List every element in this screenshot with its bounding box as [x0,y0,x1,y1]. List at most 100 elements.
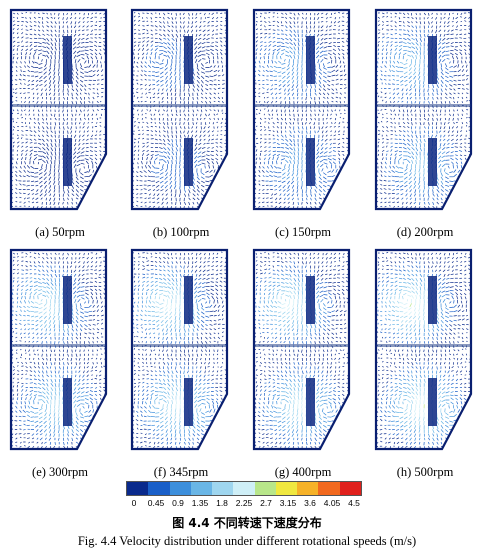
velocity-vector [70,29,73,33]
velocity-vector [296,88,299,93]
velocity-vector [213,88,217,90]
velocity-vector [221,56,223,60]
velocity-vector [272,36,276,39]
velocity-vector [384,65,387,68]
velocity-vector [167,54,170,59]
velocity-vector [133,141,136,144]
velocity-vector [461,101,464,104]
velocity-vector [66,12,68,16]
velocity-vector [281,147,285,149]
velocity-vector [77,21,81,24]
velocity-vector [63,189,65,194]
velocity-vector [423,201,426,205]
velocity-vector [415,17,418,20]
velocity-vector [49,328,52,332]
velocity-vector [175,155,178,160]
velocity-vector [329,117,332,120]
velocity-vector [16,301,19,304]
velocity-vector [23,197,26,200]
velocity-vector [325,142,328,145]
velocity-vector [90,288,94,292]
velocity-vector [44,336,47,340]
velocity-vector [137,145,140,148]
velocity-vector [133,32,137,35]
velocity-vector [439,38,442,42]
velocity-vector [192,185,196,189]
velocity-vector [100,340,103,343]
velocity-vector [78,252,81,255]
velocity-vector [379,192,383,194]
velocity-vector [163,130,166,133]
velocity-vector [268,28,271,31]
velocity-vector [81,273,85,277]
velocity-vector [165,84,168,87]
velocity-vector [80,176,84,180]
velocity-vector [191,21,194,25]
velocity-vector [319,42,324,45]
velocity-vector [137,44,140,47]
velocity-vector [205,197,208,200]
velocity-vector [459,29,463,31]
velocity-vector [320,21,324,23]
velocity-vector [92,70,96,73]
velocity-vector [22,78,26,81]
velocity-vector [144,74,147,77]
velocity-vector [318,96,321,100]
velocity-vector [132,116,135,119]
velocity-vector [136,65,139,68]
velocity-vector [192,201,195,205]
velocity-vector [84,60,87,64]
velocity-vector [414,92,417,97]
velocity-vector [25,41,29,43]
velocity-vector [444,84,448,88]
velocity-vector [23,169,26,173]
velocity-vector [154,130,158,133]
velocity-vector [318,29,320,33]
velocity-vector [411,147,415,151]
velocity-vector [413,75,417,80]
velocity-vector [78,25,81,28]
velocity-vector [291,197,295,201]
velocity-vector [407,25,411,27]
velocity-vector [46,155,49,160]
velocity-vector [146,43,149,47]
velocity-vector [99,265,102,267]
velocity-vector [21,296,23,300]
velocity-vector [75,176,79,181]
velocity-vector [258,169,261,173]
velocity-vector [137,149,140,152]
impeller-block [63,36,72,84]
velocity-vector [323,67,327,70]
velocity-vector [317,138,320,143]
velocity-vector [156,79,160,83]
velocity-vector [272,142,276,144]
velocity-vector [42,42,47,44]
velocity-vector [154,157,158,161]
velocity-vector [408,180,412,185]
velocity-vector [62,33,64,38]
velocity-vector [98,276,102,279]
velocity-vector [380,201,383,204]
velocity-vector [285,159,289,164]
velocity-vector [99,61,102,64]
velocity-vector [88,201,92,203]
velocity-vector [74,138,77,142]
velocity-vector [135,205,139,207]
velocity-vector [293,138,295,143]
velocity-vector [318,197,322,200]
velocity-vector [393,205,396,208]
velocity-vector [75,353,78,357]
velocity-vector [310,193,313,197]
velocity-vector [81,297,85,300]
velocity-vector [166,109,168,112]
velocity-vector [53,180,56,185]
velocity-vector [18,192,22,194]
velocity-vector [61,357,64,361]
velocity-vector [90,16,94,20]
velocity-vector [266,96,269,99]
velocity-vector [398,138,402,141]
velocity-vector [33,291,37,296]
velocity-vector [431,12,433,15]
velocity-vector [306,130,308,134]
velocity-vector [71,336,73,340]
